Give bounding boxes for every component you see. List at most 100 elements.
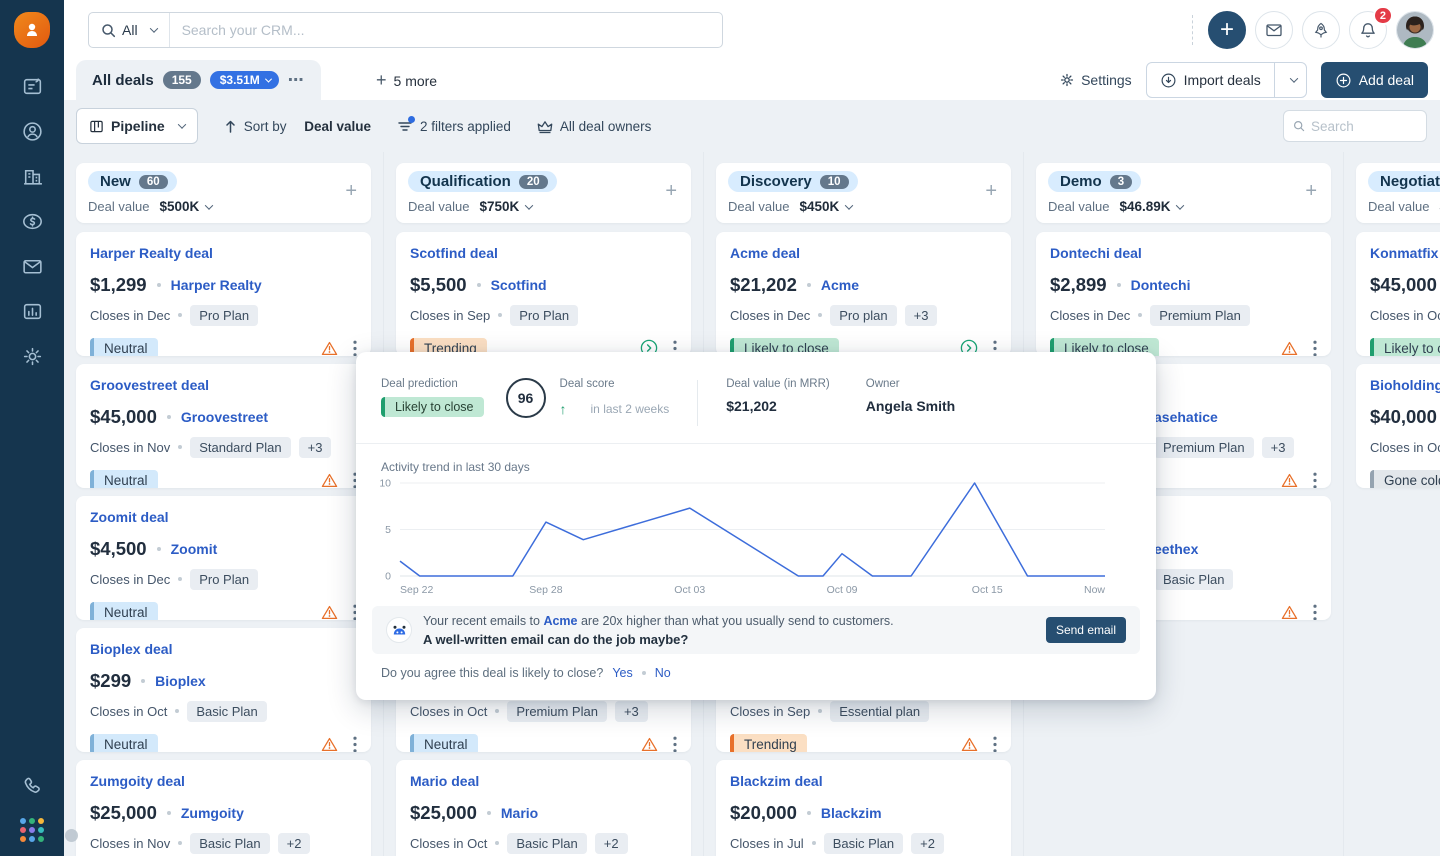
add-deal-to-stage-button[interactable]: +	[985, 180, 997, 202]
deal-card[interactable]: Dontechi deal $2,899 Dontechi Closes in Dec…	[1036, 232, 1331, 356]
view-more-menu[interactable]: ⋯	[287, 72, 305, 89]
deal-card[interactable]: Groovestreet deal $45,000 Groovestreet Clos…	[76, 364, 371, 488]
deal-name-link[interactable]: Scotfind deal	[410, 245, 498, 261]
sidebar-item-deals[interactable]	[20, 74, 44, 98]
feedback-yes-link[interactable]: Yes	[612, 666, 633, 680]
deal-value-amount[interactable]: $500K	[159, 199, 200, 214]
deal-card[interactable]: Bioholding deal $40,000 Closes in Oct Gone …	[1356, 364, 1440, 488]
deal-name-link[interactable]: Zoomit deal	[90, 509, 169, 525]
deal-name-link[interactable]: Bioholding deal	[1370, 377, 1440, 393]
deal-card[interactable]: Zumgoity deal $25,000 Zumgoity Closes in No…	[76, 760, 371, 856]
view-type-dropdown[interactable]: Pipeline	[76, 108, 198, 144]
deal-name-link[interactable]: Acme deal	[730, 245, 801, 261]
warning-icon[interactable]	[321, 737, 338, 752]
company-link[interactable]: Zumgoity	[180, 804, 244, 821]
deal-card[interactable]: Blackzim deal $20,000 Blackzim Closes in Ju…	[716, 760, 1011, 856]
deal-name-link[interactable]: Mario deal	[410, 773, 480, 789]
card-menu-button[interactable]	[673, 736, 677, 753]
company-link[interactable]: Harper Realty	[170, 276, 262, 293]
card-menu-button[interactable]	[1313, 604, 1317, 621]
card-menu-button[interactable]	[353, 472, 357, 489]
add-deal-button[interactable]: Add deal	[1320, 62, 1428, 98]
board-settings-button[interactable]: Settings	[1059, 72, 1132, 88]
company-link[interactable]: asehatice	[1154, 408, 1218, 425]
quick-add-button[interactable]: +	[1208, 11, 1246, 49]
deal-name-link[interactable]: Groovestreet deal	[90, 377, 210, 393]
freshworks-logo-icon[interactable]	[14, 12, 50, 48]
company-link[interactable]: Dontechi	[1130, 276, 1191, 293]
add-deal-to-stage-button[interactable]: +	[665, 180, 677, 202]
deal-name-link[interactable]: Blackzim deal	[730, 773, 823, 789]
deal-name-link[interactable]: Harper Realty deal	[90, 245, 213, 261]
warning-icon[interactable]	[1281, 341, 1298, 356]
phone-icon[interactable]	[20, 774, 44, 798]
warning-icon[interactable]	[321, 341, 338, 356]
warning-icon[interactable]	[961, 737, 978, 752]
card-menu-button[interactable]	[1313, 472, 1317, 489]
company-link[interactable]: Blackzim	[820, 804, 882, 821]
warning-icon[interactable]	[641, 737, 658, 752]
sidebar-item-contacts[interactable]	[20, 119, 44, 143]
warning-icon[interactable]	[1281, 473, 1298, 488]
deal-owners-button[interactable]: All deal owners	[537, 119, 651, 134]
deal-card[interactable]: Acme deal $21,202 Acme Closes in Dec Pro pla…	[716, 232, 1011, 356]
add-deal-to-stage-button[interactable]: +	[345, 180, 357, 202]
company-link[interactable]: Acme	[820, 276, 860, 293]
deal-value-amount[interactable]: $46.89K	[1119, 199, 1171, 214]
whats-new-button[interactable]	[1302, 11, 1340, 49]
deal-card[interactable]: Scotfind deal $5,500 Scotfind Closes in Sep…	[396, 232, 691, 356]
deal-card[interactable]: Konmatfix deal $45,000 Closes in Oct Likely…	[1356, 232, 1440, 356]
horizontal-scrollbar[interactable]	[65, 829, 78, 842]
company-link[interactable]: Groovestreet	[180, 408, 269, 425]
sidebar-item-accounts[interactable]	[20, 164, 44, 188]
tab-all-deals[interactable]: All deals 155 $3.51M ⋯	[76, 60, 321, 100]
notifications-button[interactable]: 2	[1349, 6, 1393, 49]
deal-name-link[interactable]: Konmatfix deal	[1370, 245, 1440, 261]
company-link[interactable]: Scotfind	[490, 276, 547, 293]
company-link[interactable]: Mario	[500, 804, 539, 821]
ai-insight-banner: Your recent emails to Acme are 20x highe…	[372, 606, 1140, 654]
add-deal-to-stage-button[interactable]: +	[1305, 180, 1317, 202]
plan-tag: Basic Plan	[190, 832, 270, 854]
import-options-dropdown[interactable]	[1273, 63, 1306, 97]
company-link[interactable]: Bioplex	[155, 672, 206, 689]
apps-grid-icon[interactable]	[20, 818, 44, 842]
sidebar-item-analytics[interactable]	[20, 299, 44, 323]
company-link[interactable]: eethex	[1154, 540, 1199, 557]
search-scope-dropdown[interactable]: All	[89, 13, 170, 47]
company-link[interactable]: Zoomit	[170, 540, 218, 557]
warning-icon[interactable]	[321, 473, 338, 488]
more-views-button[interactable]: + 5 more	[376, 70, 438, 90]
email-button[interactable]	[1255, 11, 1293, 49]
warning-icon[interactable]	[1281, 605, 1298, 620]
card-menu-button[interactable]	[1313, 340, 1317, 357]
import-deals-button[interactable]: Import deals	[1147, 63, 1274, 97]
deal-amount: $20,000	[730, 801, 797, 823]
card-menu-button[interactable]	[353, 340, 357, 357]
warning-icon[interactable]	[321, 605, 338, 620]
card-menu-button[interactable]	[353, 736, 357, 753]
deal-card[interactable]: Zoomit deal $4,500 Zoomit Closes in Dec Pro …	[76, 496, 371, 620]
deal-card[interactable]: Harper Realty deal $1,299 Harper Realty Clo…	[76, 232, 371, 356]
acme-link[interactable]: Acme	[543, 613, 578, 628]
sidebar-item-settings[interactable]	[20, 344, 44, 368]
deal-value-amount[interactable]: $450K	[799, 199, 840, 214]
global-search-input[interactable]	[169, 22, 722, 38]
deal-name-link[interactable]: Dontechi deal	[1050, 245, 1142, 261]
feedback-no-link[interactable]: No	[654, 666, 671, 680]
card-menu-button[interactable]	[993, 736, 997, 753]
card-menu-button[interactable]	[353, 604, 357, 621]
filters-button[interactable]: 2 filters applied	[397, 115, 511, 134]
deal-value-amount[interactable]: $750K	[479, 199, 520, 214]
sidebar-item-payments[interactable]	[20, 209, 44, 233]
deal-card[interactable]: Bioplex deal $299 Bioplex Closes in Oct Basi…	[76, 628, 371, 752]
sidebar-item-email[interactable]	[20, 254, 44, 278]
deal-name-link[interactable]: Bioplex deal	[90, 641, 173, 657]
user-avatar[interactable]	[1396, 11, 1434, 49]
deal-card[interactable]: Mario deal $25,000 Mario Closes in Oct Basic…	[396, 760, 691, 856]
sort-button[interactable]: Sort by Deal value	[224, 119, 371, 134]
deal-value-badge[interactable]: $3.51M	[209, 71, 279, 89]
board-search-input[interactable]	[1310, 118, 1417, 134]
send-email-button[interactable]: Send email	[1045, 617, 1126, 643]
deal-name-link[interactable]: Zumgoity deal	[90, 773, 185, 789]
